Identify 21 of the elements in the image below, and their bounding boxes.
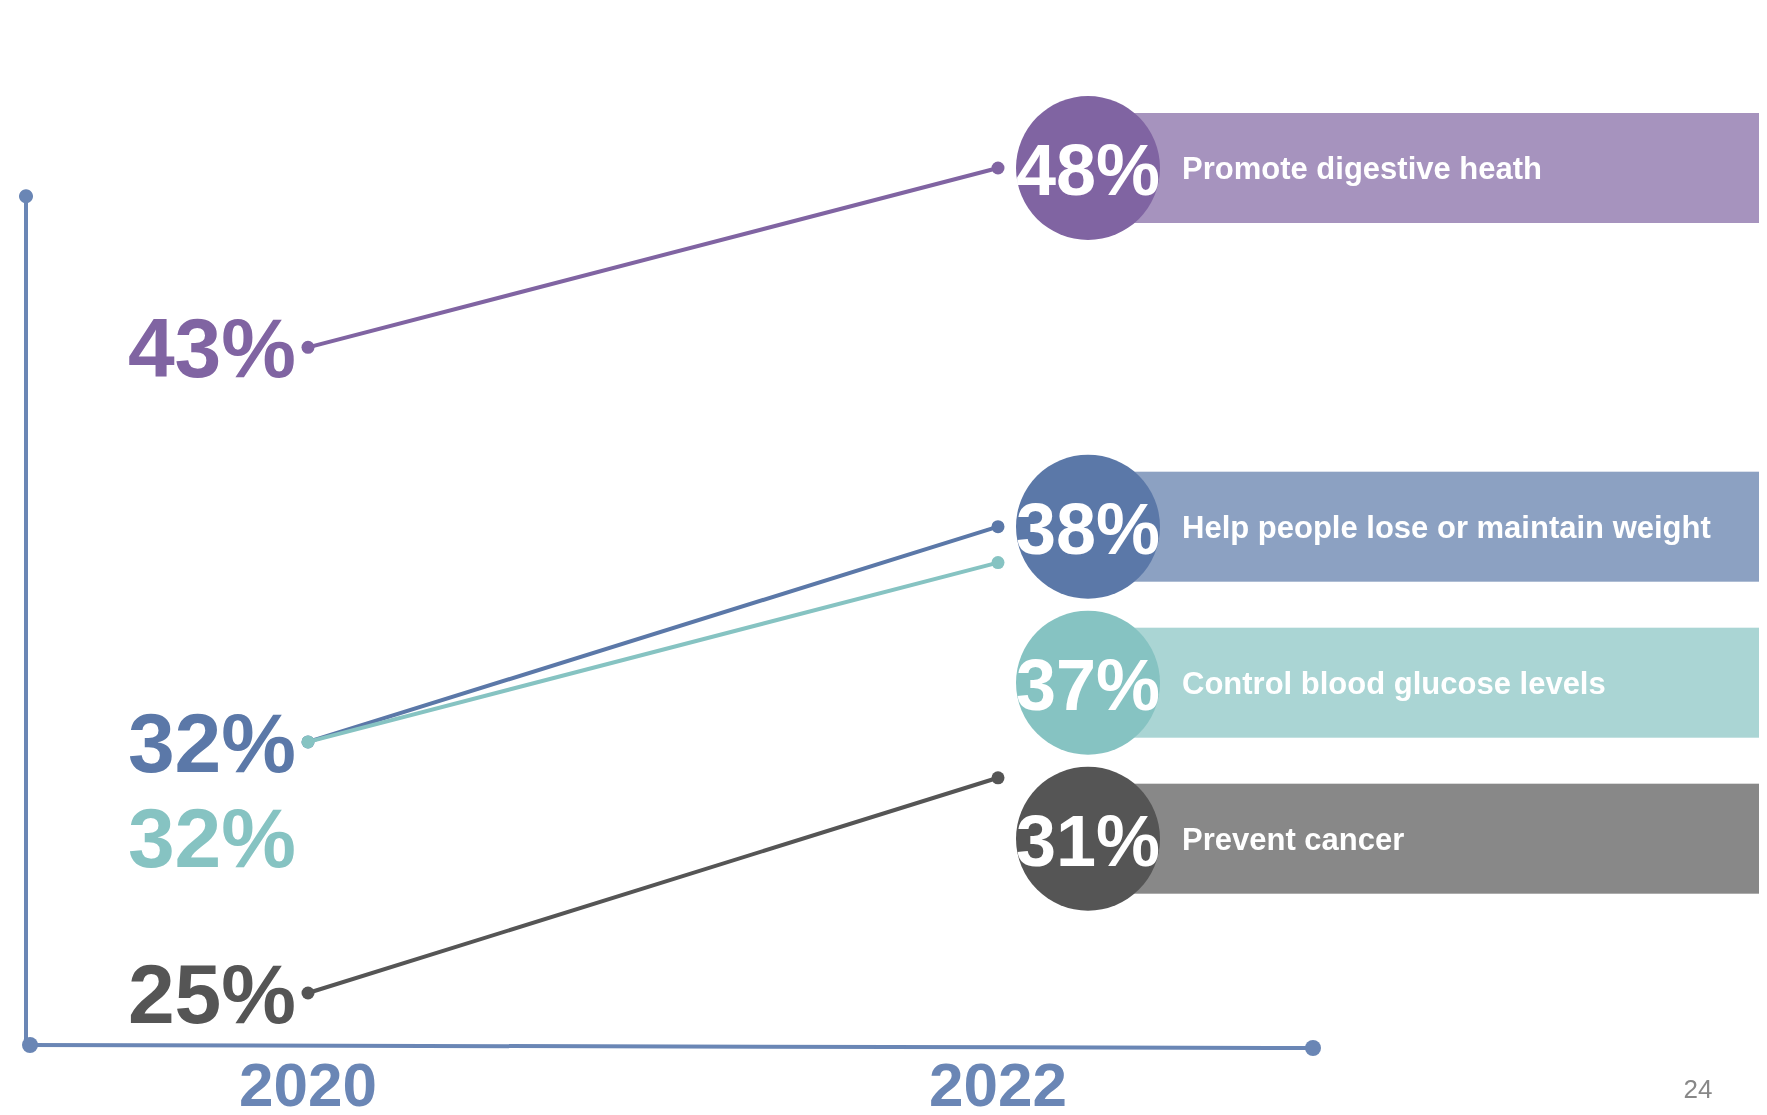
text: Promote digestive heath — [1182, 151, 1543, 186]
data-label: 32% — [127, 790, 296, 885]
text: Help people lose or maintain weight — [1182, 509, 1711, 545]
data-label: 48% — [1015, 130, 1161, 210]
point — [991, 771, 1005, 785]
text: Control blood glucose levels — [1182, 665, 1606, 701]
data-label: 32% — [127, 695, 296, 790]
data-label: 37% — [1015, 644, 1161, 725]
point — [991, 161, 1005, 175]
point — [301, 986, 315, 1000]
point — [991, 556, 1005, 570]
data-label: 25% — [127, 947, 296, 1041]
text: 24 — [1683, 1074, 1713, 1104]
x-tick-label: 2020 — [239, 1050, 377, 1115]
text: Prevent cancer — [1182, 821, 1405, 857]
point — [301, 340, 315, 354]
data-label: 38% — [1015, 488, 1161, 569]
data-label: 43% — [127, 301, 296, 396]
x-tick-label: 2022 — [929, 1050, 1067, 1115]
data-label: 31% — [1015, 800, 1161, 881]
point — [991, 520, 1005, 534]
